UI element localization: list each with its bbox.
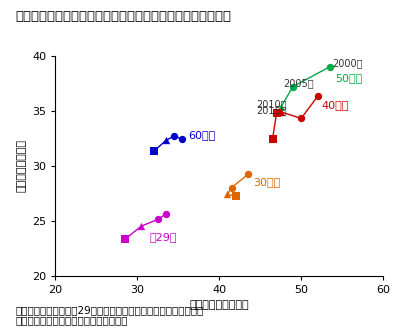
Point xyxy=(327,64,333,69)
Point xyxy=(290,84,296,89)
Y-axis label: 消費支出（万円）: 消費支出（万円） xyxy=(17,139,26,192)
Text: 50歳代: 50歳代 xyxy=(336,73,363,83)
Point xyxy=(314,94,321,99)
Point xyxy=(179,137,186,142)
Point xyxy=(138,223,145,229)
Point xyxy=(154,217,161,222)
Point xyxy=(163,138,169,143)
Point xyxy=(163,211,169,216)
Text: 2005年: 2005年 xyxy=(283,78,314,88)
Text: 30歳代: 30歳代 xyxy=(254,177,281,187)
Point xyxy=(278,109,284,114)
Point xyxy=(278,105,284,110)
Point xyxy=(122,236,128,242)
Point xyxy=(298,116,305,121)
Text: 2015年: 2015年 xyxy=(256,105,287,115)
Text: 2000年: 2000年 xyxy=(332,58,363,69)
Point xyxy=(245,172,251,177)
Text: 総務省「家計態調査」より作成: 総務省「家計態調査」より作成 xyxy=(16,315,128,325)
Text: （資料）内閣府「平成29年第５回経済財政諸問会議」を参考に、: （資料）内閣府「平成29年第５回経済財政諸問会議」を参考に、 xyxy=(16,305,204,315)
Text: 40歳代: 40歳代 xyxy=(322,100,349,110)
Text: 2010年: 2010年 xyxy=(256,99,287,109)
Point xyxy=(232,194,239,199)
Text: 図表６　二人以上勤労者世帯の可処分所得と消費支出の関係: 図表６ 二人以上勤労者世帯の可処分所得と消費支出の関係 xyxy=(16,10,232,23)
Point xyxy=(273,110,280,115)
Point xyxy=(269,137,276,142)
Text: 60歳代: 60歳代 xyxy=(188,130,215,140)
Point xyxy=(150,149,157,154)
Point xyxy=(171,133,177,139)
Point xyxy=(224,192,231,197)
Text: ～29歳: ～29歳 xyxy=(150,232,177,242)
Point xyxy=(228,185,235,190)
X-axis label: 可処分所得（万円）: 可処分所得（万円） xyxy=(190,300,249,310)
Point xyxy=(273,110,280,115)
